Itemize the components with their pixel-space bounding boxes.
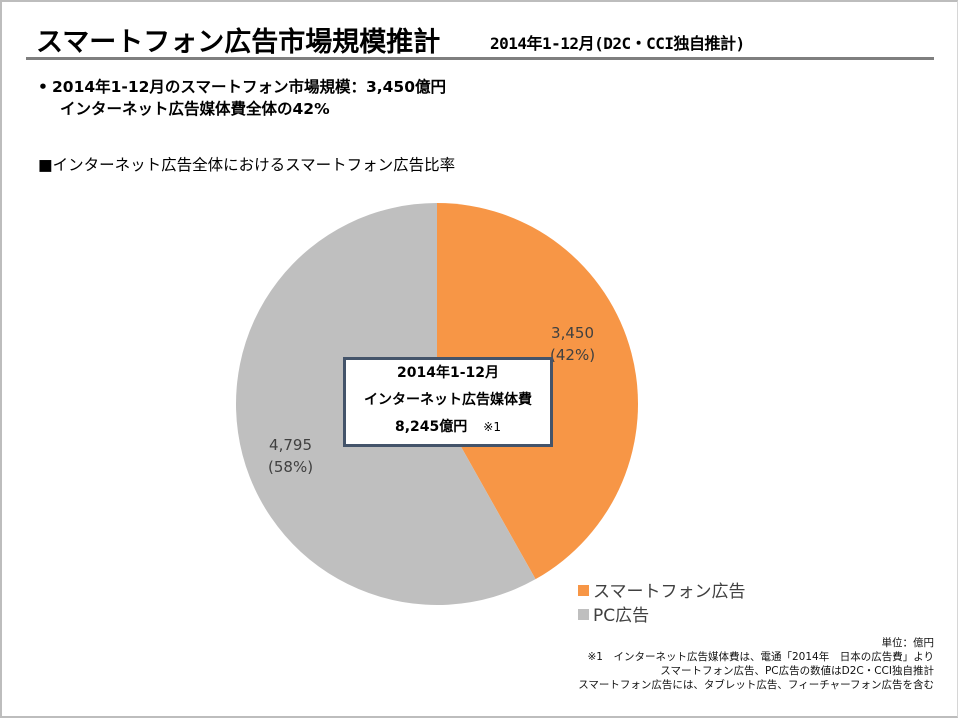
page-subtitle: 2014年1-12月(D2C・CCI独自推計) bbox=[490, 34, 745, 53]
slice-percent-label: (58%) bbox=[268, 458, 314, 476]
slice-value-label: 4,795 bbox=[269, 436, 312, 454]
legend-label: PC広告 bbox=[593, 606, 650, 626]
legend-swatch-pc bbox=[578, 608, 589, 620]
footnote-2: スマートフォン広告、PC広告の数値はD2C・CCI独自推計 bbox=[660, 665, 934, 677]
bullet-dot: • bbox=[38, 78, 48, 96]
footnotes: 単位：億円 ※1 インターネット広告媒体費は、電通「2014年 日本の広告費」よ… bbox=[578, 636, 934, 692]
slice-label-pc: 4,795 (58%) bbox=[268, 434, 313, 478]
chart-section-title: ■インターネット広告全体におけるスマートフォン広告比率 bbox=[38, 156, 456, 174]
footnote-1: ※1 インターネット広告媒体費は、電通「2014年 日本の広告費」より bbox=[587, 651, 935, 663]
callout-period: 2014年1-12月 bbox=[397, 365, 499, 381]
callout-total: 8,245億円 bbox=[395, 419, 468, 435]
unit-note: 単位：億円 bbox=[881, 637, 935, 649]
legend-label: スマートフォン広告 bbox=[593, 582, 746, 602]
slice-value-label: 3,450 bbox=[551, 324, 594, 342]
legend-item-pc: PC広告 bbox=[578, 604, 746, 628]
legend-swatch-smartphone bbox=[578, 584, 589, 596]
page-title: スマートフォン広告市場規模推計 bbox=[36, 27, 441, 58]
callout-footnote-ref: ※1 bbox=[483, 420, 501, 434]
summary-line-2: インターネット広告媒体費全体の42% bbox=[60, 100, 330, 118]
total-callout-box: 2014年1-12月 インターネット広告媒体費 8,245億円 ※1 bbox=[343, 357, 553, 447]
slice-percent-label: (42%) bbox=[550, 346, 596, 364]
summary-line-1: 2014年1-12月のスマートフォン市場規模：3,450億円 bbox=[52, 78, 446, 96]
slice-label-smartphone: 3,450 (42%) bbox=[550, 322, 595, 366]
callout-label: インターネット広告媒体費 bbox=[364, 392, 532, 408]
title-divider bbox=[26, 57, 934, 60]
legend-item-smartphone: スマートフォン広告 bbox=[578, 580, 746, 604]
footnote-3: スマートフォン広告には、タブレット広告、フィーチャーフォン広告を含む bbox=[578, 679, 934, 691]
chart-legend: スマートフォン広告 PC広告 bbox=[578, 580, 746, 628]
summary-bullet: • 2014年1-12月のスマートフォン市場規模：3,450億円 インターネット広… bbox=[38, 76, 446, 120]
